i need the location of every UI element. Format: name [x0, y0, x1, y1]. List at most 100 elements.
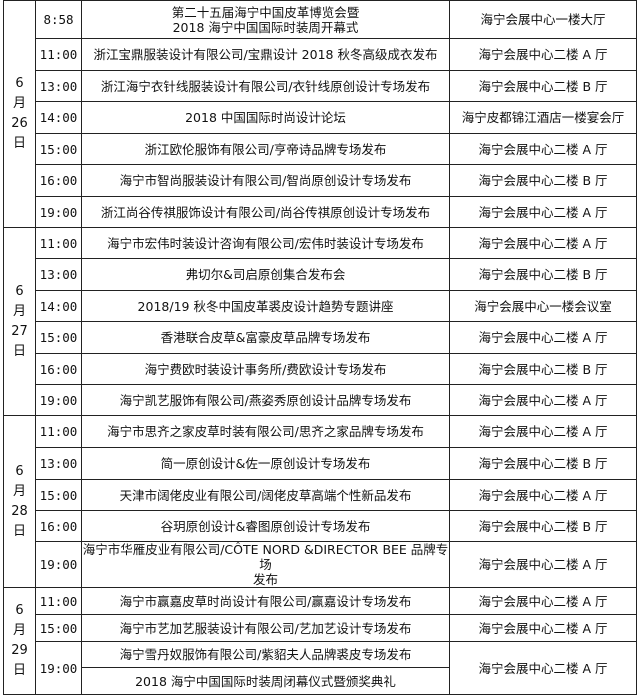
event-cell: 海宁市宏伟时装设计咨询有限公司/宏伟时装设计专场发布 [81, 227, 450, 259]
text-line: 6 [15, 76, 24, 91]
event-cell: 香港联合皮草&富豪皮草品牌专场发布 [81, 321, 450, 354]
venue-cell: 海宁会展中心二楼 B 厅 [449, 164, 637, 197]
time-cell: 15:00 [35, 321, 82, 354]
event-cell: 2018 海宁中国国际时装周闭幕仪式暨颁奖典礼 [81, 667, 450, 695]
venue-cell: 海宁会展中心二楼 B 厅 [449, 510, 637, 542]
text-line: 日 [12, 523, 26, 539]
event-cell: 简一原创设计&佐一原创设计专场发布 [81, 447, 450, 480]
venue-cell: 海宁会展中心二楼 A 厅 [449, 587, 637, 615]
time-cell: 15:00 [35, 133, 82, 165]
text-line: 2018 中国国际时尚设计论坛 [185, 110, 346, 125]
text-line: 日 [12, 663, 26, 678]
text-line: 发布 [252, 572, 278, 587]
time-cell: 13:00 [35, 70, 82, 102]
text-line: 弗切尔&司启原创集合发布会 [185, 267, 346, 282]
schedule-row: 19:00 浙江尚谷传祺服饰设计有限公司/尚谷传祺原创设计专场发布 海宁会展中心二楼… [4, 196, 637, 228]
venue-cell: 海宁会展中心二楼 A 厅 [449, 415, 637, 448]
text-line: 2018 海宁中国国际时装周开幕式 [172, 19, 359, 35]
event-cell: 浙江尚谷传祺服饰设计有限公司/尚谷传祺原创设计专场发布 [81, 196, 450, 228]
event-cell: 海宁雪丹奴服饰有限公司/紫貂夫人品牌裘皮专场发布 [81, 641, 450, 668]
venue-cell: 海宁会展中心二楼 A 厅 [449, 641, 637, 695]
text-line: 海宁市赢嘉皮草时尚设计有限公司/赢嘉设计专场发布 [119, 593, 412, 609]
event-cell: 海宁市华雁皮业有限公司/CÔTE NORD &DIRECTOR BEE 品牌专场… [81, 541, 450, 588]
time-cell: 16:00 [35, 353, 82, 385]
event-cell: 海宁费欧时装设计事务所/费欧设计专场发布 [81, 353, 450, 385]
text-line: 6 [15, 603, 24, 618]
text-line: 浙江尚谷传祺服饰设计有限公司/尚谷传祺原创设计专场发布 [100, 204, 431, 220]
venue-cell: 海宁会展中心二楼 A 厅 [449, 196, 637, 228]
text-line: 6 [15, 463, 24, 479]
schedule-row: 15:00 海宁市艺加艺服装设计有限公司/艺加艺设计专场发布 海宁会展中心二楼 A … [4, 614, 637, 642]
venue-cell: 海宁会展中心二楼 B 厅 [449, 353, 637, 385]
event-cell: 天津市阔佬皮业有限公司/阔佬皮草高端个性新品发布 [81, 479, 450, 511]
schedule-row: 19:00 海宁市华雁皮业有限公司/CÔTE NORD &DIRECTOR BEE… [4, 541, 637, 588]
time-cell: 11:00 [35, 415, 82, 448]
date-cell: 6 月 29 日 [3, 587, 36, 695]
schedule-row: 13:00 简一原创设计&佐一原创设计专场发布 海宁会展中心二楼 B 厅 [4, 447, 637, 480]
time-cell: 13:00 [35, 447, 82, 480]
time-cell: 16:00 [35, 510, 82, 542]
text-line: 香港联合皮草&富豪皮草品牌专场发布 [160, 330, 371, 345]
text-line: 谷玥原创设计&睿图原创设计专场发布 [160, 518, 371, 534]
schedule-row: 16:00 海宁市智尚服装设计有限公司/智尚原创设计专场发布 海宁会展中心二楼 B … [4, 164, 637, 197]
venue-cell: 海宁会展中心二楼 A 厅 [449, 541, 637, 588]
venue-cell: 海宁会展中心二楼 A 厅 [449, 227, 637, 259]
venue-cell: 海宁会展中心二楼 A 厅 [449, 321, 637, 354]
venue-cell: 海宁会展中心二楼 A 厅 [449, 614, 637, 642]
date-cell: 6 月 26 日 [3, 0, 36, 228]
time-cell: 8:58 [35, 0, 82, 39]
schedule-row: 15:00 香港联合皮草&富豪皮草品牌专场发布 海宁会展中心二楼 A 厅 [4, 321, 637, 354]
text-line: 月 [12, 483, 26, 499]
time-cell: 11:00 [35, 587, 82, 615]
text-line: 海宁市艺加艺服装设计有限公司/艺加艺设计专场发布 [119, 620, 412, 636]
time-cell: 14:00 [35, 101, 82, 134]
schedule-row: 14:00 2018/19 秋冬中国皮革裘皮设计趋势专题讲座 海宁会展中心一楼会议室 [4, 290, 637, 322]
time-cell: 14:00 [35, 290, 82, 322]
text-line: 海宁市宏伟时装设计咨询有限公司/宏伟时装设计专场发布 [107, 235, 424, 251]
event-cell: 弗切尔&司启原创集合发布会 [81, 258, 450, 291]
text-line: 27 [11, 323, 28, 339]
schedule-row: 13:00 浙江海宁衣针线服装设计有限公司/衣针线原创设计专场发布 海宁会展中心二楼… [4, 70, 637, 102]
event-cell: 海宁市思齐之家皮草时装有限公司/思齐之家品牌专场发布 [81, 415, 450, 448]
text-line: 月 [12, 96, 26, 111]
schedule-row: 6 月 28 日 11:00 海宁市思齐之家皮草时装有限公司/思齐之家品牌专场发布 海宁会展… [3, 415, 637, 588]
text-line: 浙江宝鼎服装设计有限公司/宝鼎设计 2018 秋冬高级成衣发布 [93, 47, 438, 62]
schedule-row: 11:00 浙江宝鼎服装设计有限公司/宝鼎设计 2018 秋冬高级成衣发布 海宁会展… [4, 38, 637, 71]
schedule-row: 6 月 29 日 11:00 海宁市赢嘉皮草时尚设计有限公司/赢嘉设计专场发布 海宁会展中心… [3, 587, 637, 695]
venue-cell: 海宁会展中心二楼 A 厅 [449, 38, 637, 71]
schedule-row: 19:00 海宁凯艺服饰有限公司/燕姿秀原创设计品牌专场发布 海宁会展中心二楼 A … [4, 384, 637, 416]
venue-cell: 海宁会展中心二楼 B 厅 [449, 447, 637, 480]
text-line: 6 [15, 283, 24, 299]
text-line: 26 [11, 116, 28, 131]
event-cell: 第二十五届海宁中国皮革博览会暨 2018 海宁中国国际时装周开幕式 [81, 0, 450, 39]
text-line: 海宁市思齐之家皮草时装有限公司/思齐之家品牌专场发布 [107, 424, 424, 439]
text-line: 29 [11, 643, 28, 658]
text-line: 2018/19 秋冬中国皮革裘皮设计趋势专题讲座 [137, 298, 394, 314]
schedule-row: 13:00 弗切尔&司启原创集合发布会 海宁会展中心二楼 B 厅 [4, 258, 637, 291]
time-cell: 19:00 [35, 641, 82, 695]
venue-cell: 海宁皮都锦江酒店一楼宴会厅 [449, 101, 637, 134]
text-line: 海宁市智尚服装设计有限公司/智尚原创设计专场发布 [119, 173, 412, 188]
schedule-row: 6 月 26 日 8:58 第二十五届海宁中国皮革博览会暨 2018 海宁中国国际时装周开幕… [3, 0, 637, 228]
schedule-row: 15:00 浙江欧伦服饰有限公司/亨帝诗品牌专场发布 海宁会展中心二楼 A 厅 [4, 133, 637, 165]
text-line: 月 [12, 303, 26, 319]
event-cell: 海宁凯艺服饰有限公司/燕姿秀原创设计品牌专场发布 [81, 384, 450, 416]
time-cell: 19:00 [35, 196, 82, 228]
time-cell: 13:00 [35, 258, 82, 291]
venue-cell: 海宁会展中心二楼 B 厅 [449, 258, 637, 291]
time-cell: 11:00 [35, 227, 82, 259]
time-cell: 11:00 [35, 38, 82, 71]
event-cell: 浙江海宁衣针线服装设计有限公司/衣针线原创设计专场发布 [81, 70, 450, 102]
text-line: 海宁市华雁皮业有限公司/CÔTE NORD &DIRECTOR BEE 品牌专场 [82, 542, 449, 573]
text-line: 海宁凯艺服饰有限公司/燕姿秀原创设计品牌专场发布 [119, 392, 412, 408]
event-cell: 海宁市艺加艺服装设计有限公司/艺加艺设计专场发布 [81, 614, 450, 642]
time-cell: 16:00 [35, 164, 82, 197]
schedule-row: 15:00 天津市阔佬皮业有限公司/阔佬皮草高端个性新品发布 海宁会展中心二楼 A … [4, 479, 637, 511]
text-line: 天津市阔佬皮业有限公司/阔佬皮草高端个性新品发布 [119, 487, 412, 503]
event-cell: 浙江宝鼎服装设计有限公司/宝鼎设计 2018 秋冬高级成衣发布 [81, 38, 450, 71]
venue-cell: 海宁会展中心二楼 B 厅 [449, 70, 637, 102]
date-cell: 6 月 28 日 [3, 415, 36, 588]
event-schedule-table: 6 月 26 日 8:58 第二十五届海宁中国皮革博览会暨 2018 海宁中国国际时装周开幕… [3, 0, 637, 695]
event-cell: 2018/19 秋冬中国皮革裘皮设计趋势专题讲座 [81, 290, 450, 322]
time-cell: 19:00 [35, 384, 82, 416]
